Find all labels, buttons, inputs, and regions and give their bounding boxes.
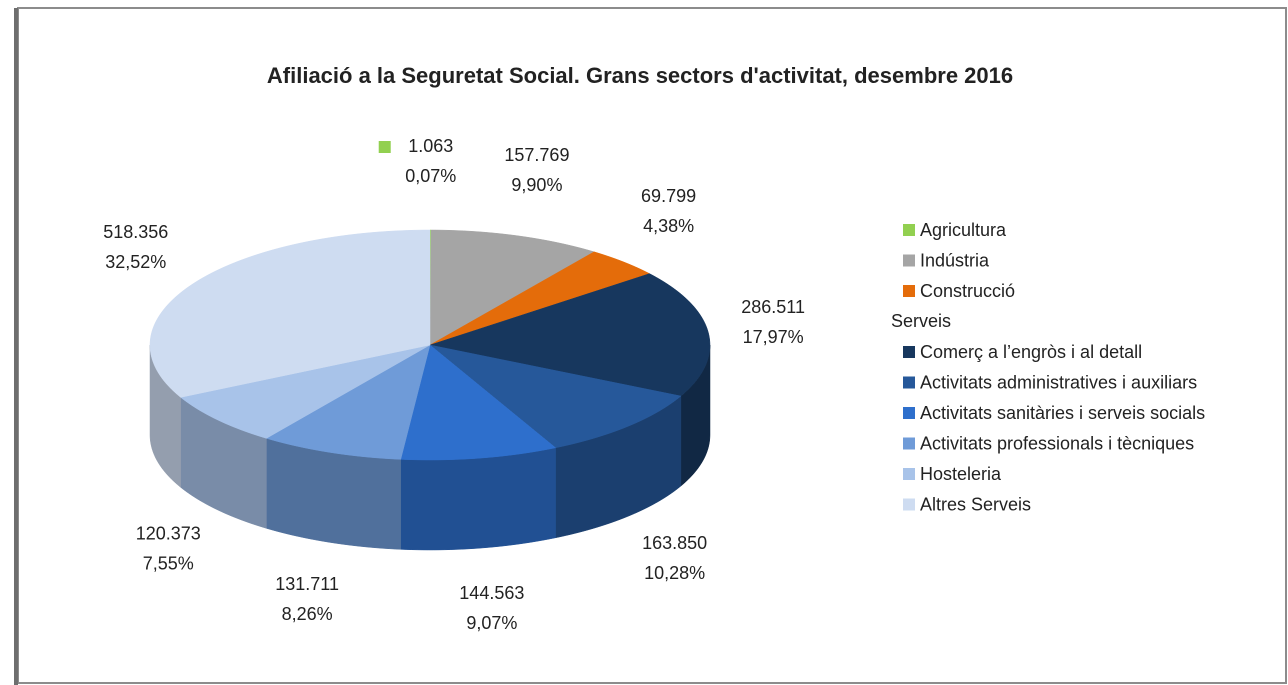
percentage-label: 17,97% [743, 327, 804, 347]
percentage-label: 8,26% [282, 604, 333, 624]
legend-key [903, 498, 915, 511]
data-label: 157.769 9,90% [504, 145, 569, 195]
value-label: 157.769 [504, 145, 569, 165]
data-label: 120.373 7,55% [136, 523, 201, 573]
legend-key [903, 468, 915, 480]
data-label: 163.850 10,28% [642, 533, 707, 583]
slice-side [400, 447, 556, 551]
legend-key [903, 285, 915, 297]
data-label: 131.711 8,26% [275, 574, 339, 624]
slice [400, 344, 557, 461]
value-label: 120.373 [136, 523, 201, 543]
percentage-label: 0,07% [405, 166, 456, 186]
legend-label: Construcció [920, 281, 1015, 301]
percentage-label: 7,55% [143, 553, 194, 573]
legend-label: Activitats administratives i auxiliars [920, 372, 1197, 392]
value-label: 518.356 [103, 222, 168, 242]
slice [149, 229, 431, 398]
legend-key [903, 254, 915, 267]
data-label: 69.799 4,38% [641, 186, 696, 236]
legend-key [903, 376, 915, 389]
legend-label: Activitats sanitàries i serveis socials [920, 403, 1205, 423]
data-label: 286.511 17,97% [741, 297, 805, 347]
percentage-label: 9,90% [511, 175, 562, 195]
value-label: 69.799 [641, 186, 696, 206]
slice [429, 229, 595, 346]
slice [180, 344, 431, 439]
slice [429, 251, 651, 346]
slice [429, 273, 711, 397]
value-label: 286.511 [741, 297, 805, 317]
value-label: 144.563 [459, 583, 524, 603]
data-label: 518.356 32,52% [103, 222, 168, 272]
chart-title: Afiliació a la Seguretat Social. Grans s… [267, 63, 1013, 88]
value-label: 1.063 [408, 136, 453, 156]
legend-label: Comerç a l’engròs i al detall [920, 342, 1142, 362]
legend-label: Indústria [920, 250, 990, 270]
legend-label: Activitats professionals i tècniques [920, 433, 1194, 453]
legend-label: Altres Serveis [920, 494, 1031, 514]
legend-key [903, 224, 915, 236]
value-label: 131.711 [275, 574, 339, 594]
value-label: 163.850 [642, 533, 707, 553]
legend-key [903, 346, 915, 358]
data-label: 144.563 9,07% [459, 583, 524, 633]
percentage-label: 10,28% [644, 563, 705, 583]
percentage-label: 4,38% [643, 216, 694, 236]
legend-label: Hosteleria [920, 464, 1002, 484]
legend-label: Agricultura [920, 220, 1007, 240]
legend-heading: Serveis [891, 311, 951, 331]
percentage-label: 32,52% [105, 252, 166, 272]
label-key [378, 141, 391, 154]
legend-key [903, 407, 915, 419]
data-label: 1.063 0,07% [405, 136, 456, 186]
slice [429, 344, 682, 449]
legend-key [903, 437, 915, 450]
percentage-label: 9,07% [466, 613, 517, 633]
slice [265, 344, 431, 460]
